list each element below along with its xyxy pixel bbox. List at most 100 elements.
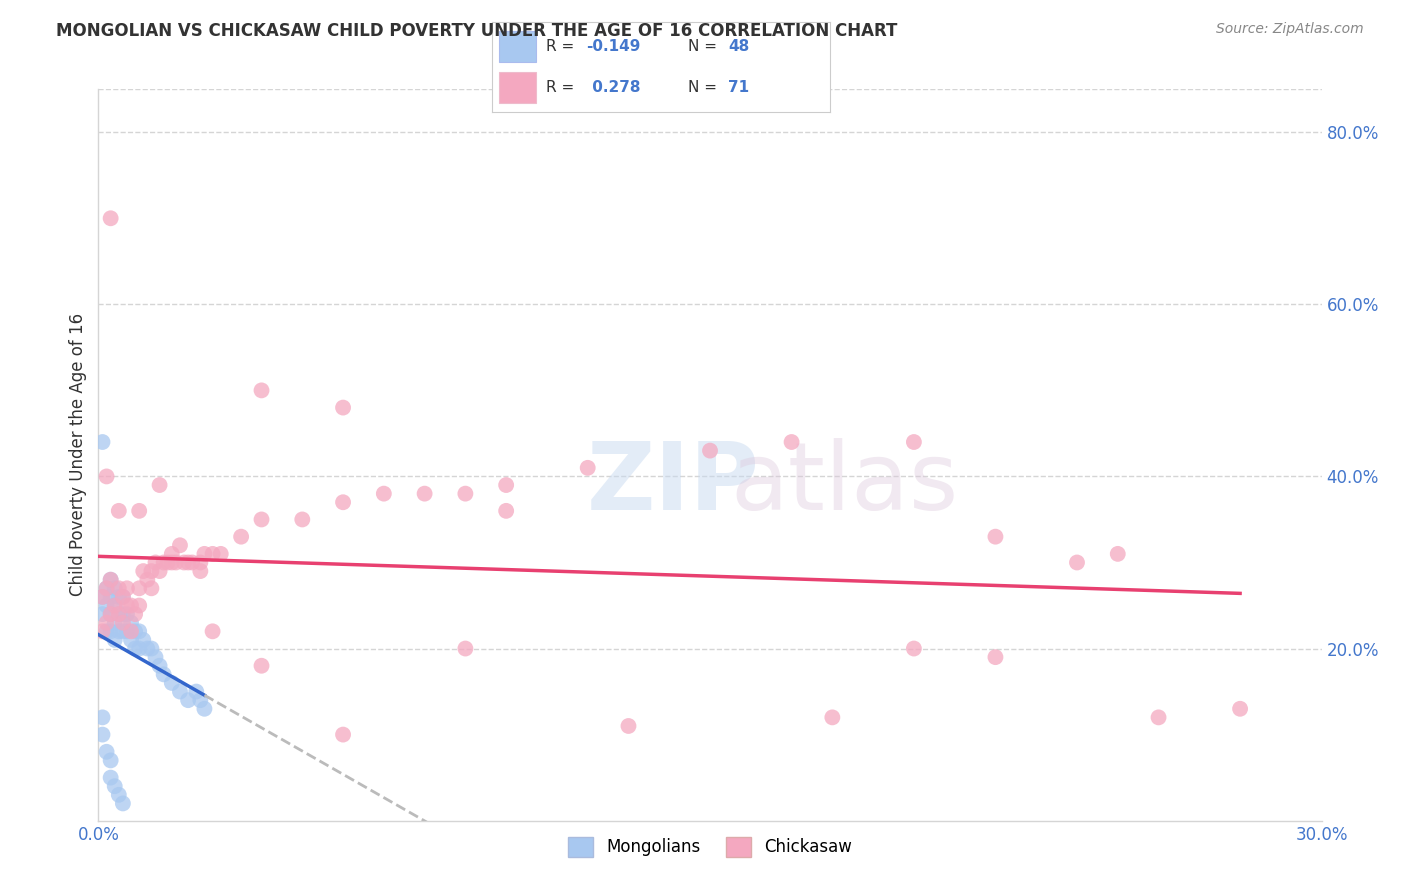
Text: N =: N =	[688, 80, 721, 95]
Point	[188, 693, 212, 707]
Point	[108, 504, 131, 518]
Point	[250, 384, 273, 398]
Point	[332, 728, 354, 742]
Point	[104, 779, 127, 793]
Point	[91, 728, 114, 742]
Text: 0.278: 0.278	[586, 80, 640, 95]
Point	[124, 607, 146, 621]
Point	[495, 504, 517, 518]
Point	[201, 547, 224, 561]
Point	[141, 582, 163, 596]
Point	[186, 684, 208, 698]
Point	[96, 582, 118, 596]
FancyBboxPatch shape	[499, 72, 536, 103]
Point	[128, 624, 150, 639]
Point	[132, 632, 155, 647]
Point	[984, 650, 1007, 665]
Point	[111, 590, 134, 604]
Point	[332, 401, 354, 415]
Point	[160, 547, 183, 561]
Point	[108, 607, 131, 621]
Point	[111, 590, 134, 604]
Point	[903, 435, 925, 450]
Point	[193, 702, 215, 716]
Point	[100, 211, 122, 226]
Point	[100, 607, 122, 621]
Point	[91, 590, 114, 604]
Point	[903, 641, 925, 656]
Point	[108, 607, 131, 621]
Point	[821, 710, 844, 724]
Point	[111, 615, 134, 630]
Point	[1107, 547, 1129, 561]
Point	[149, 564, 172, 578]
Point	[291, 512, 314, 526]
Text: R =: R =	[546, 80, 579, 95]
Point	[132, 564, 155, 578]
Point	[120, 624, 142, 639]
Legend: Mongolians, Chickasaw: Mongolians, Chickasaw	[561, 830, 859, 863]
Point	[181, 556, 204, 570]
Point	[188, 556, 212, 570]
Point	[100, 590, 122, 604]
Point	[145, 556, 167, 570]
Point	[495, 478, 517, 492]
Point	[165, 556, 187, 570]
Point	[108, 582, 131, 596]
Point	[152, 667, 174, 681]
Point	[250, 512, 273, 526]
Point	[149, 658, 172, 673]
Point	[454, 486, 477, 500]
Point	[373, 486, 395, 500]
Point	[91, 624, 114, 639]
Point	[984, 530, 1007, 544]
Point	[111, 624, 134, 639]
Point	[104, 599, 127, 613]
Point	[120, 632, 142, 647]
Point	[91, 607, 114, 621]
Point	[250, 658, 273, 673]
Point	[115, 607, 138, 621]
Point	[100, 573, 122, 587]
Point	[128, 504, 150, 518]
Point	[173, 556, 195, 570]
Point	[91, 435, 114, 450]
Point	[111, 607, 134, 621]
Point	[617, 719, 640, 733]
Text: ZIP: ZIP	[586, 438, 759, 530]
Text: Source: ZipAtlas.com: Source: ZipAtlas.com	[1216, 22, 1364, 37]
Point	[104, 615, 127, 630]
Point	[91, 590, 114, 604]
Point	[108, 788, 131, 802]
Point	[136, 641, 159, 656]
Point	[108, 624, 131, 639]
Point	[111, 797, 134, 811]
Point	[115, 624, 138, 639]
Text: 71: 71	[728, 80, 749, 95]
Point	[124, 641, 146, 656]
Point	[120, 599, 142, 613]
Point	[96, 469, 118, 483]
Point	[100, 607, 122, 621]
Point	[100, 573, 122, 587]
Point	[454, 641, 477, 656]
Point	[128, 582, 150, 596]
Point	[1066, 556, 1088, 570]
Point	[91, 710, 114, 724]
Point	[231, 530, 253, 544]
Text: R =: R =	[546, 39, 579, 54]
Point	[156, 556, 179, 570]
Point	[188, 564, 212, 578]
Point	[152, 556, 174, 570]
Point	[413, 486, 436, 500]
Point	[104, 632, 127, 647]
Text: atlas: atlas	[731, 438, 959, 530]
Point	[96, 615, 118, 630]
Point	[104, 582, 127, 596]
Point	[177, 693, 200, 707]
Point	[100, 624, 122, 639]
Point	[100, 771, 122, 785]
FancyBboxPatch shape	[499, 31, 536, 62]
Point	[149, 478, 172, 492]
Text: MONGOLIAN VS CHICKASAW CHILD POVERTY UNDER THE AGE OF 16 CORRELATION CHART: MONGOLIAN VS CHICKASAW CHILD POVERTY UND…	[56, 22, 897, 40]
